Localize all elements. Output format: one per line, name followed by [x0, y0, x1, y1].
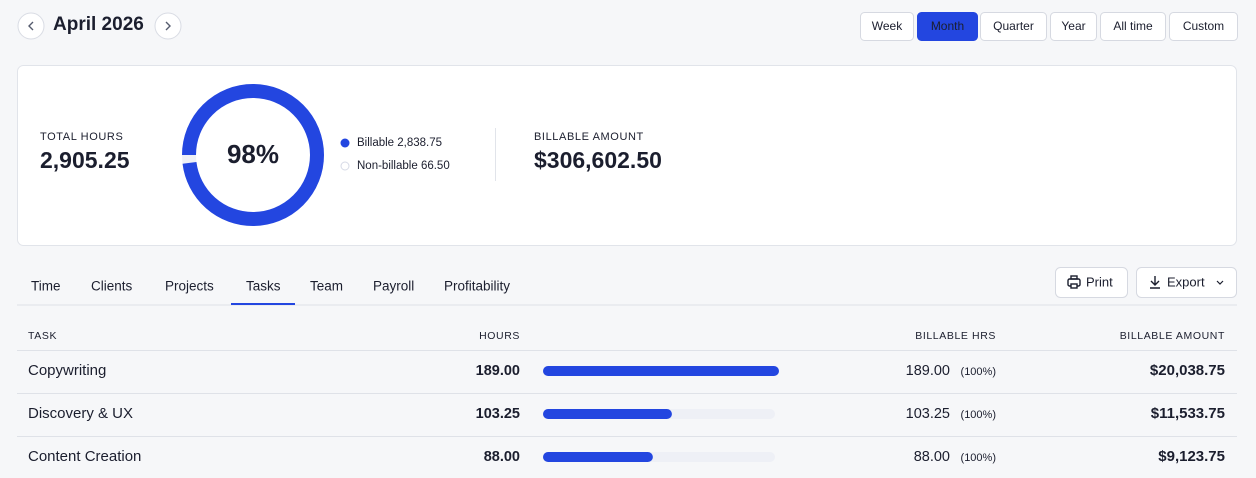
range-button-bg — [1050, 12, 1097, 41]
billable-amount: $306,602.50 — [534, 147, 662, 173]
hours-bar — [543, 409, 672, 419]
legend-dot — [340, 161, 350, 171]
legend-dot — [340, 138, 350, 148]
total-hours-label: TOTAL HOURS — [40, 131, 123, 143]
legend-value: 66.50 — [421, 160, 450, 172]
range-button[interactable]: Month — [917, 12, 978, 41]
column-header: HOURS — [479, 330, 520, 342]
billable-amount-label: BILLABLE AMOUNT — [534, 131, 644, 143]
range-button[interactable]: Quarter — [980, 12, 1047, 41]
print-icon — [1070, 275, 1078, 280]
action-button-bg — [1136, 267, 1237, 298]
hours: 189.00 — [476, 363, 520, 379]
action-button[interactable]: Print — [1055, 267, 1128, 298]
total-hours: 2,905.25 — [40, 147, 130, 173]
range-button-label: Month — [931, 19, 964, 33]
billable-amount: $9,123.75 — [1158, 448, 1225, 465]
tab[interactable]: Team — [310, 279, 343, 294]
prev-button[interactable] — [17, 12, 45, 40]
range-button[interactable]: Custom — [1169, 12, 1238, 41]
tab[interactable]: Clients — [91, 279, 133, 294]
summary-card — [17, 65, 1237, 246]
tab[interactable]: Projects — [165, 279, 214, 294]
hours: 103.25 — [476, 406, 520, 422]
billable-percent: (100%) — [961, 409, 996, 421]
billable-percent: (100%) — [961, 366, 996, 378]
print-icon — [1070, 283, 1078, 289]
hours: 88.00 — [484, 449, 520, 465]
range-button-bg — [1169, 12, 1238, 41]
legend-entry: Non-billable 66.50 — [357, 160, 450, 172]
column-header: TASK — [28, 330, 57, 342]
legend-name: Billable — [357, 137, 394, 149]
action-button-label: Export — [1167, 274, 1205, 289]
range-button-label: All time — [1113, 19, 1153, 33]
tab[interactable]: Tasks — [246, 279, 281, 294]
billable-percent: (100%) — [961, 452, 996, 464]
hours-bar — [543, 452, 653, 462]
range-button-label: Week — [872, 19, 903, 33]
range-button-bg — [860, 12, 914, 41]
tab[interactable]: Time — [31, 279, 61, 294]
export-icon — [1150, 276, 1160, 289]
chevron-icon — [1216, 280, 1224, 285]
donut-percent: 98% — [227, 139, 279, 169]
column-header: BILLABLE HRS — [915, 330, 996, 342]
legend-name: Non-billable — [357, 160, 418, 172]
range-button[interactable]: Year — [1050, 12, 1097, 41]
range-button-label: Quarter — [993, 19, 1034, 33]
donut-arc — [182, 84, 324, 226]
task-name: Content Creation — [28, 448, 141, 465]
billable-amount: $20,038.75 — [1150, 362, 1225, 379]
task-name: Discovery & UX — [28, 405, 133, 422]
tab[interactable]: Payroll — [373, 279, 414, 294]
range-button-label: Custom — [1183, 19, 1224, 33]
action-button-label: Print — [1086, 274, 1113, 289]
range-button[interactable]: All time — [1100, 12, 1166, 41]
period-title: April 2026 — [53, 14, 144, 35]
task-name: Copywriting — [28, 362, 106, 379]
action-button-bg — [1055, 267, 1128, 298]
range-button-bg — [917, 12, 978, 41]
billable-amount: $11,533.75 — [1151, 405, 1225, 422]
range-button-bg — [1100, 12, 1166, 41]
billable-hours: 88.00 — [914, 449, 950, 465]
legend-value: 2,838.75 — [397, 137, 442, 149]
action-button[interactable]: Export — [1136, 267, 1237, 298]
range-button-label: Year — [1061, 19, 1085, 33]
hours-bar — [543, 366, 779, 376]
range-button[interactable]: Week — [860, 12, 914, 41]
legend-entry: Billable 2,838.75 — [357, 137, 442, 149]
billable-hours: 103.25 — [906, 406, 950, 422]
tab[interactable]: Profitability — [444, 279, 510, 294]
tab-underline — [231, 303, 295, 305]
column-header: BILLABLE AMOUNT — [1120, 330, 1225, 342]
range-button-bg — [980, 12, 1047, 41]
billable-hours: 189.00 — [906, 363, 950, 379]
next-button[interactable] — [154, 12, 182, 40]
